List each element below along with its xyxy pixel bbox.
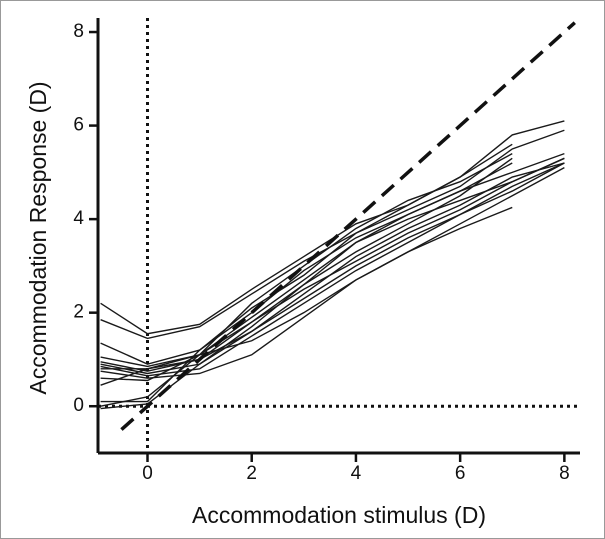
subject-line	[100, 143, 513, 403]
y-tick-label: 4	[73, 208, 84, 229]
subject-line	[100, 206, 513, 379]
unity-line	[120, 21, 576, 431]
y-tick-label: 0	[73, 395, 84, 416]
y-tick-label: 6	[73, 115, 84, 136]
x-tick-label: 8	[559, 463, 570, 484]
y-axis-label: Accommodation Response (D)	[25, 81, 51, 394]
subject-line	[100, 167, 565, 370]
x-tick-label: 2	[246, 463, 257, 484]
x-axis-label: Accommodation stimulus (D)	[192, 502, 486, 528]
x-tick-label: 6	[455, 463, 466, 484]
subject-line	[100, 157, 565, 382]
subject-line	[100, 162, 565, 377]
y-tick-label: 2	[73, 302, 84, 323]
x-tick-label: 4	[351, 463, 362, 484]
subject-line	[100, 153, 513, 407]
subject-line	[100, 162, 565, 386]
y-tick-label: 8	[73, 21, 84, 42]
x-tick-label: 0	[142, 463, 153, 484]
